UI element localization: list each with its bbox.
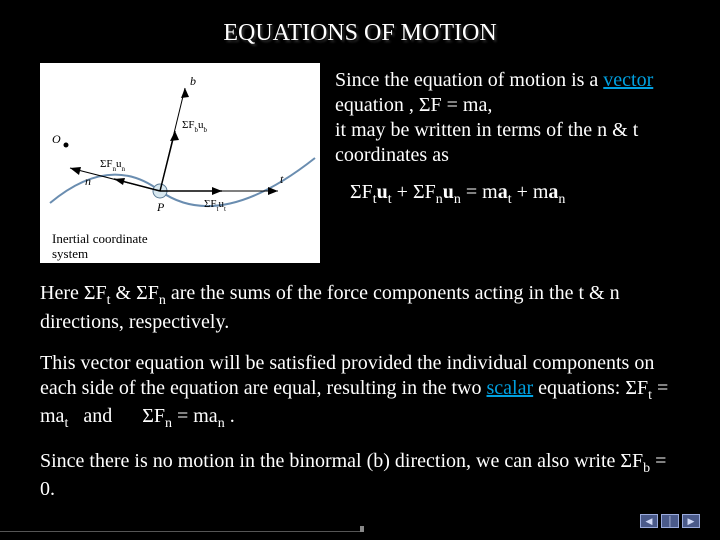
diagram: b ΣFbub n ΣFnun O t ΣFtut P Inertial: [40, 63, 320, 263]
next-button[interactable]: ▶: [682, 514, 700, 528]
separator-button[interactable]: │: [661, 514, 679, 528]
label-b: b: [190, 74, 196, 88]
footer-line: [0, 531, 360, 532]
slide-title: EQUATIONS OF MOTION: [40, 20, 680, 47]
label-ftut: ΣFtut: [204, 198, 226, 213]
para-here: Here ΣFt & ΣFn are the sums of the force…: [40, 281, 680, 335]
label-n: n: [85, 174, 91, 188]
label-t: t: [280, 172, 284, 186]
scalar-word: scalar: [487, 377, 534, 399]
main-equation: ΣFtut + ΣFnun = mat + man: [350, 180, 680, 209]
footer-notch: [360, 526, 364, 532]
label-fnun: ΣFnun: [100, 158, 126, 173]
label-fbub: ΣFbub: [182, 119, 208, 134]
vector-word: vector: [603, 69, 653, 91]
nav-controls: ◀ │ ▶: [640, 514, 700, 528]
diagram-caption: Inertial coordinate: [52, 231, 148, 246]
svg-text:system: system: [52, 246, 88, 261]
label-O: O: [52, 132, 61, 146]
label-P: P: [156, 200, 165, 214]
prev-button[interactable]: ◀: [640, 514, 658, 528]
para-vector: This vector equation will be satisfied p…: [40, 351, 680, 433]
intro-text: Since the equation of motion is a vector…: [335, 63, 680, 263]
para-binormal: Since there is no motion in the binormal…: [40, 449, 680, 503]
